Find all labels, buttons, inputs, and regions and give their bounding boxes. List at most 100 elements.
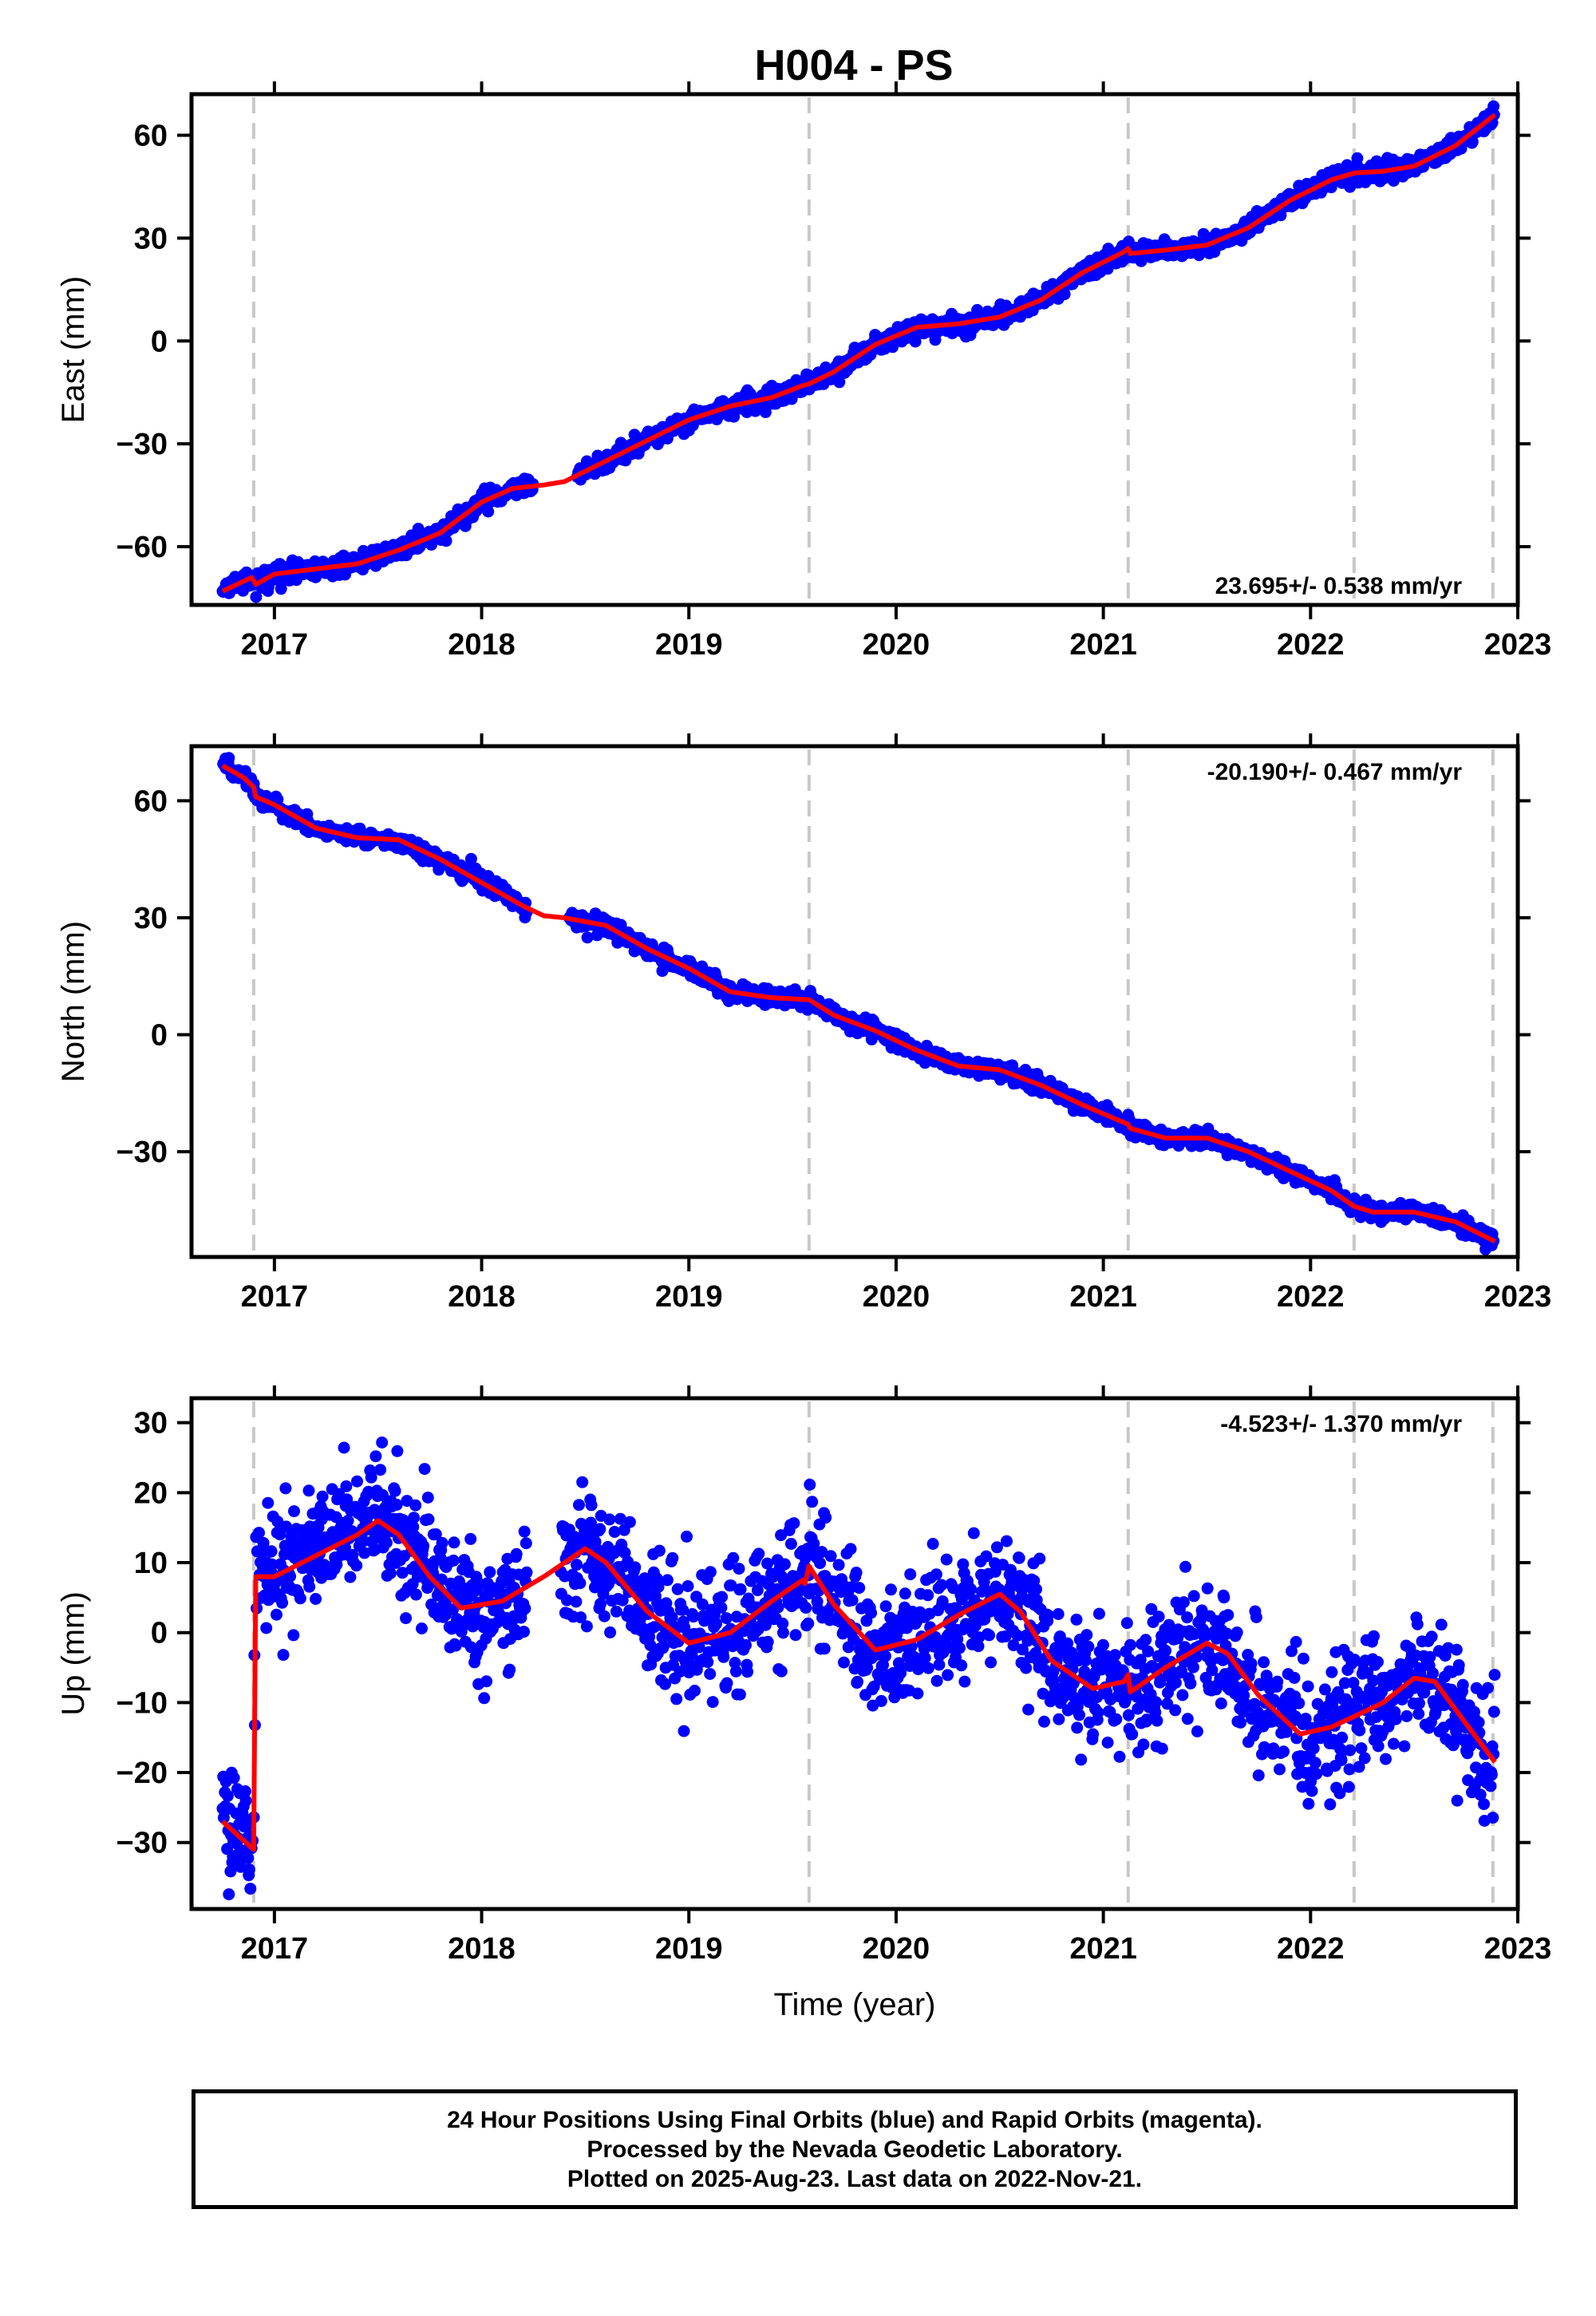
data-point: [369, 1450, 382, 1463]
data-point: [280, 1520, 293, 1533]
data-point: [623, 1516, 636, 1528]
data-point: [408, 1512, 421, 1524]
data-point: [1351, 152, 1364, 164]
x-tick-label: 2023: [1484, 628, 1552, 662]
data-point: [629, 1561, 642, 1574]
data-point: [253, 1527, 265, 1539]
data-point: [820, 1512, 832, 1524]
data-point: [595, 1598, 606, 1611]
data-point: [717, 1650, 730, 1663]
y-tick-label: −30: [117, 428, 168, 461]
data-point: [429, 1528, 442, 1540]
data-point: [478, 1692, 491, 1705]
data-point: [416, 1622, 428, 1634]
x-tick-label: 2017: [241, 628, 309, 662]
data-point: [802, 1617, 815, 1630]
data-point: [584, 1516, 597, 1529]
data-point: [447, 1554, 460, 1567]
data-point: [316, 1490, 329, 1503]
data-point: [701, 1656, 714, 1669]
data-point: [400, 1612, 413, 1625]
data-point: [288, 1505, 300, 1518]
data-point: [276, 1596, 289, 1609]
data-point: [594, 1523, 606, 1535]
data-point: [715, 1601, 728, 1614]
data-point: [814, 1557, 827, 1570]
data-point: [850, 1567, 863, 1579]
data-point: [464, 1532, 477, 1545]
data-point: [374, 1464, 387, 1476]
chart-title: H004 - PS: [754, 41, 953, 89]
x-tick-label: 2018: [448, 628, 516, 662]
data-point: [721, 1677, 733, 1690]
data-point: [384, 1567, 397, 1579]
y-tick-label: 60: [134, 785, 168, 818]
data-point: [784, 1538, 797, 1550]
data-point: [342, 1515, 354, 1527]
data-point: [418, 1463, 431, 1476]
data-point: [239, 1794, 252, 1807]
data-point: [344, 1571, 357, 1583]
data-point: [789, 1629, 802, 1642]
data-point: [409, 1499, 422, 1512]
data-point: [570, 1595, 583, 1608]
data-point: [727, 1551, 740, 1564]
data-point: [733, 1688, 746, 1701]
data-point: [244, 1883, 257, 1895]
data-point: [422, 1513, 435, 1526]
data-point: [865, 1607, 878, 1619]
data-point: [693, 1641, 705, 1654]
data-point: [580, 1620, 593, 1633]
data-point: [376, 1437, 389, 1448]
data-point: [710, 1618, 722, 1630]
data-point: [824, 1550, 837, 1563]
data-point: [440, 535, 452, 547]
data-point: [720, 1612, 733, 1625]
data-point: [482, 505, 495, 518]
data-point: [741, 1666, 754, 1678]
data-point: [365, 1471, 377, 1484]
data-point: [844, 1543, 857, 1555]
data-point: [464, 852, 477, 865]
data-point: [671, 1583, 684, 1595]
data-point: [818, 1642, 831, 1655]
data-point: [417, 1539, 430, 1552]
x-tick-label: 2021: [1069, 1280, 1137, 1314]
data-point: [666, 1611, 678, 1624]
data-point: [279, 1482, 292, 1495]
y-tick-label: 0: [151, 325, 168, 358]
data-point: [239, 1785, 251, 1797]
data-point: [396, 1567, 409, 1579]
data-point: [519, 1603, 531, 1614]
data-point: [338, 1441, 350, 1454]
rate-label: -20.190+/- 0.467 mm/yr: [1207, 759, 1463, 785]
data-point: [838, 1656, 850, 1669]
y-tick-label: 0: [151, 1019, 168, 1053]
data-point: [519, 1537, 532, 1550]
data-point: [573, 1499, 585, 1512]
data-point: [518, 1525, 531, 1538]
y-tick-label: 30: [134, 902, 168, 935]
data-point: [358, 1547, 371, 1559]
data-point: [303, 1580, 316, 1593]
data-point: [659, 1678, 671, 1690]
y-tick-label: 30: [134, 222, 168, 255]
data-point: [350, 1559, 363, 1572]
data-point: [389, 1484, 401, 1497]
data-point: [733, 1563, 745, 1575]
data-point: [653, 1544, 666, 1557]
data-point: [678, 1725, 690, 1737]
data-point: [761, 1635, 774, 1648]
data-point: [610, 1605, 622, 1618]
data-point: [571, 1559, 583, 1571]
data-point: [753, 1547, 765, 1560]
y-tick-label: −30: [117, 1136, 168, 1169]
data-point: [885, 1583, 897, 1596]
data-point: [242, 1852, 255, 1864]
data-point: [911, 1687, 924, 1700]
data-point: [808, 1537, 820, 1550]
plot-frame: [189, 92, 1520, 607]
data-point: [704, 1566, 717, 1579]
data-point: [895, 1666, 907, 1679]
